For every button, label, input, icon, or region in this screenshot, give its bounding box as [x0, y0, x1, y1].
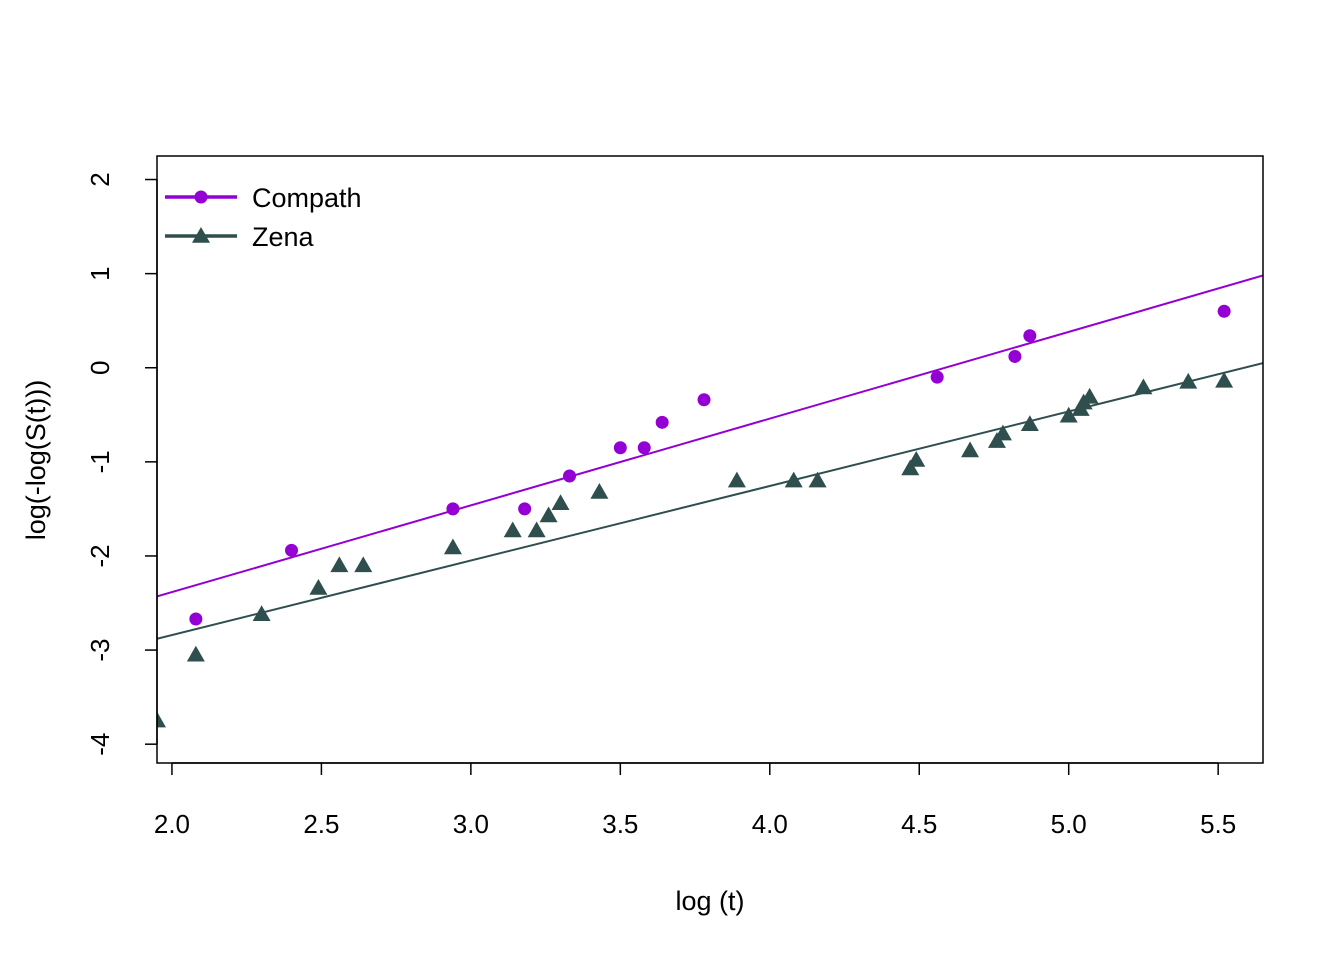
zena-point	[252, 605, 271, 622]
compath-fit-line	[157, 274, 1263, 598]
zena-point	[157, 711, 166, 728]
zena-point	[186, 645, 205, 662]
x-tick-label: 3.0	[453, 809, 489, 839]
zena-point	[961, 441, 980, 458]
y-tick-label: -4	[85, 733, 115, 756]
x-tick-label: 2.5	[303, 809, 339, 839]
compath-point	[1008, 349, 1022, 363]
plot-area	[157, 274, 1263, 728]
zena-point	[993, 424, 1012, 441]
zena-point	[539, 506, 558, 523]
compath-point	[697, 393, 711, 407]
zena-point	[1179, 372, 1198, 389]
zena-fit-line	[157, 362, 1263, 640]
x-axis-title: log (t)	[675, 886, 744, 916]
zena-point	[330, 556, 349, 573]
zena-point	[901, 459, 920, 476]
legend: Compath Zena	[165, 183, 362, 252]
compath-point	[518, 502, 532, 516]
compath-point	[446, 502, 460, 516]
zena-point	[907, 450, 926, 467]
y-tick-label: -2	[85, 544, 115, 567]
zena-point	[443, 538, 462, 555]
x-tick-label: 2.0	[154, 809, 190, 839]
compath-point	[930, 370, 944, 384]
compath-point	[1217, 304, 1231, 318]
zena-point	[1134, 378, 1153, 395]
y-tick-label: 2	[85, 172, 115, 186]
zena-point	[784, 471, 803, 488]
zena-point	[1059, 406, 1078, 423]
plot-layer	[157, 274, 1263, 728]
x-tick-label: 5.5	[1200, 809, 1236, 839]
x-tick-label: 3.5	[602, 809, 638, 839]
compath-point	[613, 441, 627, 455]
x-tick-label: 4.5	[901, 809, 937, 839]
y-tick-label: 1	[85, 266, 115, 280]
zena-point	[590, 482, 609, 499]
compath-point	[1023, 329, 1037, 343]
x-tick-label: 5.0	[1051, 809, 1087, 839]
axes-layer: 2.0 2.5 3.0 3.5 4.0 4.5 5.0 5.5 -4 -3 -2 -1 0 1 2	[85, 155, 1264, 839]
zena-point	[503, 521, 522, 538]
compath-legend-marker	[194, 190, 208, 204]
y-tick-label: -1	[85, 450, 115, 473]
zena-legend-marker	[192, 227, 210, 243]
zena-point	[1215, 371, 1234, 388]
y-axis-title: log(-log(S(t)))	[21, 380, 51, 541]
compath-point	[563, 469, 577, 483]
compath-legend-label: Compath	[252, 183, 362, 213]
zena-point	[551, 494, 570, 511]
x-tick-label: 4.0	[752, 809, 788, 839]
y-tick-label: -3	[85, 639, 115, 662]
compath-point	[655, 415, 669, 429]
compath-point	[637, 441, 651, 455]
compath-point	[285, 543, 299, 557]
zena-point	[527, 521, 546, 538]
plot-frame	[156, 155, 1264, 764]
zena-point	[1080, 387, 1099, 404]
zena-point	[808, 471, 827, 488]
zena-point	[354, 556, 373, 573]
y-tick-label: 0	[85, 361, 115, 375]
zena-point	[727, 471, 746, 488]
compath-point	[189, 612, 203, 626]
zena-point	[309, 578, 328, 595]
zena-point	[1020, 415, 1039, 431]
zena-legend-label: Zena	[252, 222, 315, 252]
